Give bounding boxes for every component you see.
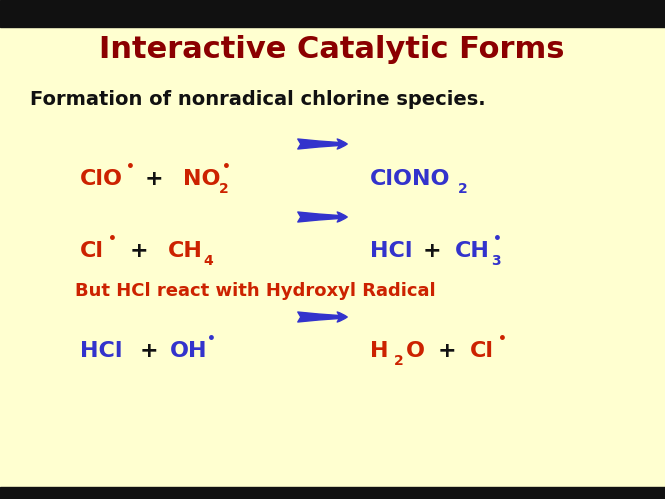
Bar <box>0 0 665 27</box>
Text: H: H <box>370 341 388 361</box>
Text: •: • <box>222 160 231 174</box>
Text: 2: 2 <box>219 182 229 196</box>
Text: 3: 3 <box>491 254 501 268</box>
Text: 2: 2 <box>394 354 404 368</box>
Bar <box>0 487 665 499</box>
Text: OH: OH <box>170 341 207 361</box>
Text: CH: CH <box>455 241 490 261</box>
Text: Cl: Cl <box>470 341 494 361</box>
Text: ClONO: ClONO <box>370 169 450 189</box>
Text: •: • <box>498 332 507 346</box>
Text: •: • <box>108 232 117 246</box>
Text: HCl: HCl <box>80 341 122 361</box>
Text: But HCl react with Hydroxyl Radical: But HCl react with Hydroxyl Radical <box>75 282 436 300</box>
Text: +: + <box>438 341 457 361</box>
Text: NO: NO <box>183 169 221 189</box>
Text: +: + <box>130 241 148 261</box>
Text: HCl: HCl <box>370 241 412 261</box>
Text: +: + <box>145 169 164 189</box>
Text: ClO: ClO <box>80 169 123 189</box>
Text: Formation of nonradical chlorine species.: Formation of nonradical chlorine species… <box>30 89 485 108</box>
Text: Interactive Catalytic Forms: Interactive Catalytic Forms <box>99 34 565 63</box>
Text: O: O <box>406 341 425 361</box>
Text: •: • <box>207 332 216 346</box>
Text: CH: CH <box>168 241 203 261</box>
Text: +: + <box>423 241 442 261</box>
Text: •: • <box>493 232 502 246</box>
Text: •: • <box>126 160 135 174</box>
Text: 2: 2 <box>458 182 467 196</box>
Text: 4: 4 <box>203 254 213 268</box>
Text: +: + <box>140 341 159 361</box>
Text: Cl: Cl <box>80 241 104 261</box>
